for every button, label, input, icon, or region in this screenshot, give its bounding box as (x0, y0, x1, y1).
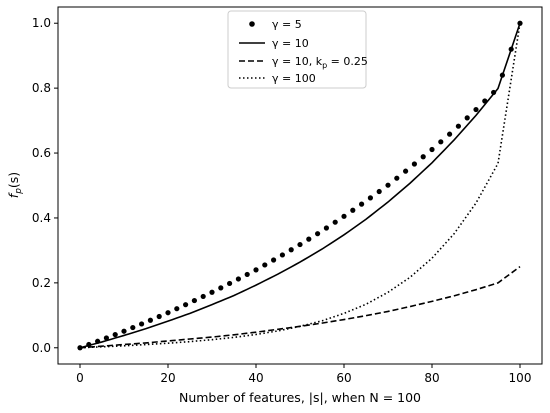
data-point (350, 207, 356, 213)
x-tick-label: 80 (424, 371, 439, 385)
series-line-gamma10 (79, 22, 521, 349)
data-point (244, 271, 250, 278)
data-point (112, 331, 118, 338)
data-point (455, 123, 461, 129)
data-point (77, 345, 83, 351)
data-point (376, 188, 382, 195)
series-layer (77, 20, 523, 351)
legend-label-kp-prefix: γ = 10, k (272, 55, 323, 68)
data-point (235, 276, 241, 282)
y-axis-label-sub: p (14, 188, 24, 195)
plot-frame (57, 6, 543, 365)
legend-label-gamma10-kp: γ = 10, kp = 0.25 (272, 55, 368, 70)
data-point (156, 313, 162, 320)
legend-label-kp-suffix: = 0.25 (327, 55, 368, 68)
legend-label-gamma100: γ = 100 (272, 72, 316, 85)
data-point (139, 321, 145, 327)
legend-label-gamma10: γ = 10 (272, 37, 309, 50)
data-point (464, 115, 470, 121)
y-tick-label: 0.2 (32, 276, 51, 290)
series-line-gamma10-kp (79, 265, 521, 349)
y-tick-label: 0.4 (32, 211, 51, 225)
data-point (403, 168, 409, 174)
x-axis-ticks: 0 20 40 60 80 100 (76, 364, 531, 385)
y-axis-ticks: 0.0 0.2 0.4 0.6 0.8 1.0 (32, 16, 58, 355)
data-point (253, 267, 259, 273)
legend-marker-dots (249, 21, 255, 27)
legend-entry-gamma100: γ = 100 (239, 72, 316, 85)
x-tick-label: 100 (509, 371, 532, 385)
series-dots-gamma5 (77, 20, 523, 351)
data-point (279, 252, 285, 258)
data-point (183, 302, 189, 308)
data-point (420, 154, 426, 160)
legend-marker-spacer (259, 21, 265, 27)
data-point (394, 175, 400, 181)
y-axis-label-tail: (s) (6, 172, 21, 188)
y-tick-label: 0.6 (32, 146, 51, 160)
data-point (227, 280, 233, 287)
data-point (147, 317, 153, 323)
x-tick-label: 40 (248, 371, 263, 385)
data-point (447, 131, 453, 137)
data-point (411, 161, 417, 167)
y-tick-label: 0.8 (32, 81, 51, 95)
legend: γ = 5 γ = 10 γ = 10, kp = 0.25 γ = 100 (227, 10, 368, 89)
data-point (385, 182, 391, 188)
data-point (209, 289, 215, 295)
data-point (306, 236, 312, 242)
x-axis-label: Number of features, |s|, when N = 100 (179, 390, 421, 405)
data-point (191, 297, 197, 304)
data-point (121, 328, 127, 334)
data-point (262, 262, 268, 268)
data-point (429, 146, 435, 153)
data-point (103, 335, 109, 341)
y-tick-label: 1.0 (32, 16, 51, 30)
data-point (288, 247, 294, 253)
data-point (218, 285, 224, 291)
data-point (174, 306, 180, 312)
x-tick-label: 20 (160, 371, 175, 385)
data-point (165, 310, 171, 316)
data-point (473, 106, 479, 113)
y-tick-label: 0.0 (32, 341, 51, 355)
data-point (315, 231, 321, 237)
data-point (341, 213, 347, 219)
y-axis-label-main: f (6, 192, 21, 198)
data-point (359, 201, 365, 207)
x-tick-label: 60 (336, 371, 351, 385)
data-point (130, 324, 136, 331)
y-axis-label: fp(s) (6, 172, 24, 198)
data-point (438, 139, 444, 145)
data-point (297, 241, 303, 248)
legend-entry-gamma10-kp: γ = 10, kp = 0.25 (239, 55, 368, 70)
legend-entry-gamma10: γ = 10 (239, 37, 309, 50)
legend-entry-gamma5: γ = 5 (249, 18, 302, 31)
data-point (332, 219, 338, 225)
data-point (271, 257, 277, 263)
x-tick-label: 0 (76, 371, 84, 385)
legend-label-gamma5: γ = 5 (272, 18, 302, 31)
series-line-gamma100 (79, 23, 521, 349)
data-point (517, 20, 523, 26)
data-point (323, 225, 329, 231)
legend-box (227, 10, 367, 89)
data-point (200, 293, 206, 300)
data-point (367, 195, 373, 201)
legend-label-kp-sub: p (322, 61, 327, 70)
